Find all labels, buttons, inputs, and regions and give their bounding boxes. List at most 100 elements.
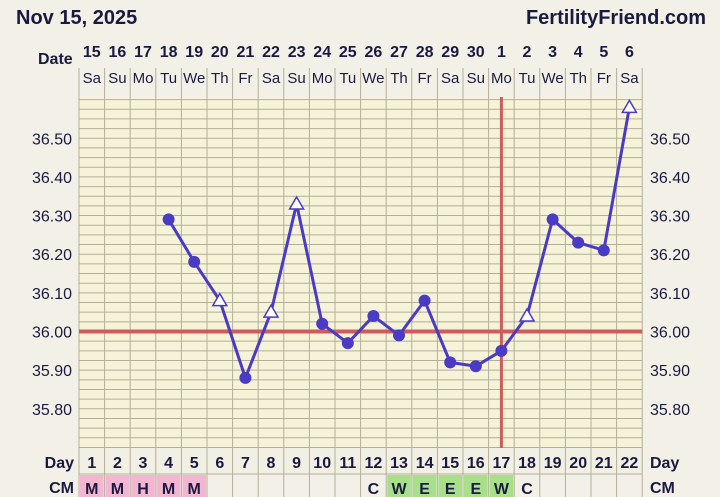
temp-point — [188, 255, 201, 268]
weekday-label: We — [362, 70, 384, 87]
weekday-label: Tu — [519, 70, 536, 87]
ytick-right: 36.10 — [650, 286, 690, 303]
cycle-day-label: 3 — [139, 455, 148, 472]
date-label: 25 — [339, 44, 357, 61]
day-row-label-right: Day — [650, 455, 679, 472]
cycle-day-label: 19 — [544, 455, 562, 472]
ytick-left: 36.10 — [32, 286, 72, 303]
chart-date: Nov 15, 2025 — [16, 7, 138, 29]
temp-point-open — [211, 292, 229, 307]
weekday-label: Su — [108, 70, 126, 87]
weekday-label: We — [541, 70, 563, 87]
date-label: 28 — [416, 44, 434, 61]
cm-cell — [438, 475, 462, 497]
ytick-left: 36.30 — [32, 209, 72, 226]
ytick-left: 35.90 — [32, 363, 72, 380]
ytick-left: 36.40 — [32, 170, 72, 187]
temp-point — [546, 213, 559, 226]
cm-cell — [412, 475, 437, 497]
cm-cell — [131, 475, 155, 497]
cycle-day-label: 18 — [518, 455, 536, 472]
cm-label: E — [419, 481, 430, 497]
day-row-label-left: Day — [45, 455, 74, 472]
cm-label: E — [470, 481, 481, 497]
date-label: 21 — [237, 44, 255, 61]
date-label: 30 — [467, 44, 485, 61]
cm-label: M — [162, 481, 175, 497]
weekday-label: Sa — [441, 70, 460, 87]
temp-point — [572, 236, 585, 249]
temp-point — [597, 244, 610, 257]
temp-point — [444, 356, 457, 369]
weekday-label: Sa — [620, 70, 639, 87]
cm-label: W — [494, 481, 510, 497]
series-segment — [423, 300, 452, 363]
weekday-label: Fr — [238, 70, 252, 87]
date-label: 20 — [211, 44, 229, 61]
cycle-day-label: 16 — [467, 455, 485, 472]
weekday-label: Sa — [83, 70, 102, 87]
weekday-label: Tu — [339, 70, 356, 87]
cycle-day-label: 8 — [267, 455, 276, 472]
weekday-label: Mo — [133, 70, 154, 87]
date-label: 1 — [497, 44, 506, 61]
date-label: 3 — [548, 44, 557, 61]
weekday-label: Th — [569, 70, 587, 87]
date-label: 23 — [288, 44, 306, 61]
cycle-day-label: 12 — [365, 455, 383, 472]
date-label: 17 — [134, 44, 152, 61]
ytick-right: 36.50 — [650, 131, 690, 148]
cm-label: E — [445, 481, 456, 497]
ytick-left: 35.80 — [32, 402, 72, 419]
cycle-day-label: 20 — [569, 455, 587, 472]
temp-point — [367, 310, 380, 323]
ytick-right: 36.40 — [650, 170, 690, 187]
cycle-day-label: 10 — [313, 455, 331, 472]
cycle-day-label: 7 — [241, 455, 250, 472]
weekday-label: We — [183, 70, 205, 87]
cm-label: M — [188, 481, 201, 497]
cm-row-label-right: CM — [650, 480, 675, 497]
weekday-label: Sa — [262, 70, 281, 87]
cm-label: C — [368, 481, 380, 497]
cm-row-label-left: CM — [49, 480, 74, 497]
cycle-day-label: 11 — [339, 455, 356, 472]
weekday-label: Fr — [418, 70, 432, 87]
cycle-day-label: 13 — [390, 455, 408, 472]
temp-point — [393, 329, 405, 342]
temp-point — [316, 317, 329, 330]
temp-point — [418, 294, 431, 307]
temp-point-open — [518, 307, 536, 322]
cycle-day-label: 21 — [595, 455, 613, 472]
ytick-right: 35.90 — [650, 363, 690, 380]
ytick-left: 36.00 — [32, 325, 72, 342]
cm-cell — [80, 475, 104, 497]
series-segment — [192, 261, 222, 302]
weekday-label: Th — [390, 70, 408, 87]
date-label: 2 — [523, 44, 532, 61]
brand-logo: FertilityFriend.com — [525, 7, 706, 29]
weekday-label: Su — [467, 70, 485, 87]
cycle-day-label: 2 — [113, 455, 122, 472]
cycle-day-label: 6 — [215, 455, 224, 472]
series-segment — [500, 315, 529, 352]
cycle-day-label: 9 — [292, 455, 301, 472]
date-label: 5 — [599, 44, 608, 61]
temp-point — [469, 360, 482, 373]
date-label: 22 — [262, 44, 280, 61]
cm-label: M — [111, 481, 124, 497]
series-segment — [218, 300, 247, 379]
series-segment — [244, 311, 273, 379]
temp-point-open — [621, 98, 638, 114]
temp-point — [239, 371, 252, 384]
cm-cell — [489, 475, 514, 497]
date-label: 16 — [109, 44, 127, 61]
weekday-label: Mo — [312, 70, 333, 87]
cycle-day-label: 5 — [190, 455, 199, 472]
temp-point — [341, 337, 354, 350]
weekday-label: Mo — [491, 70, 512, 87]
ytick-right: 36.20 — [650, 247, 690, 264]
cm-cell — [105, 475, 130, 497]
series-segment — [525, 219, 555, 317]
